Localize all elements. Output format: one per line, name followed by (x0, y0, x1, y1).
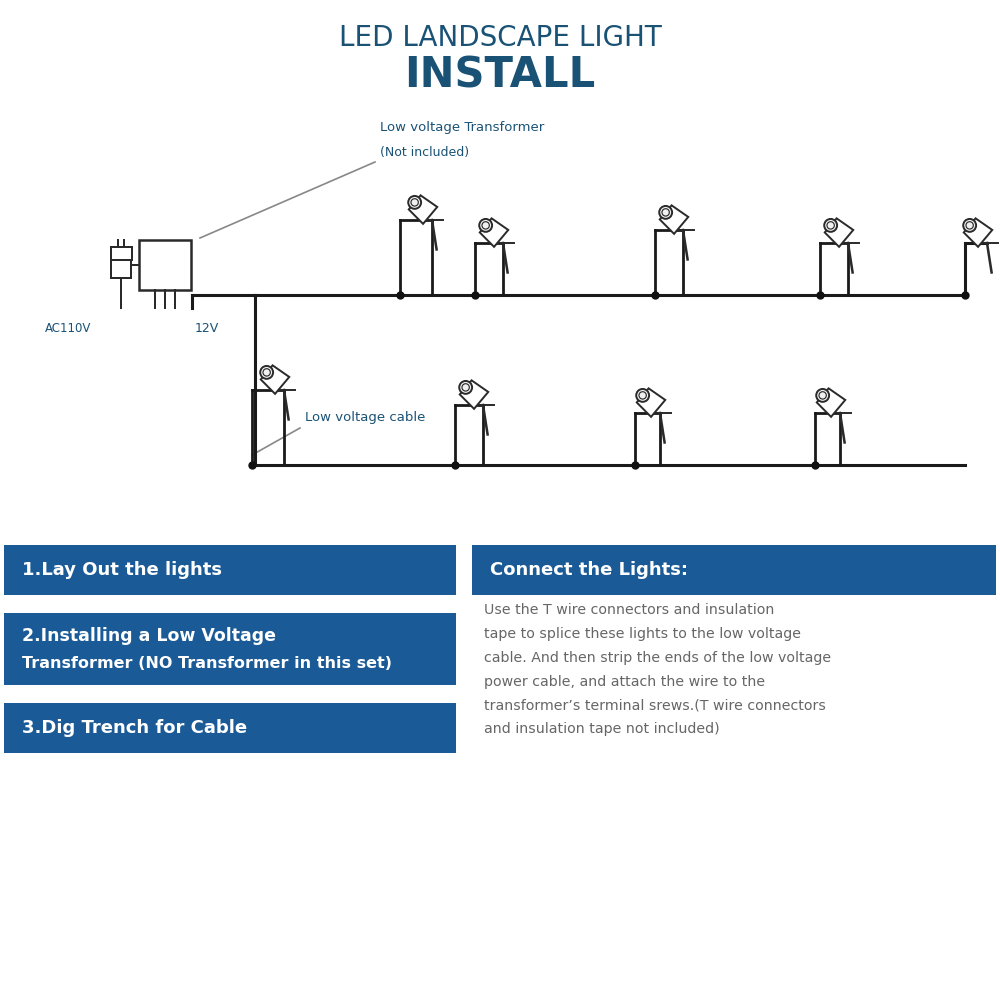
Text: LED LANDSCAPE LIGHT: LED LANDSCAPE LIGHT (339, 24, 661, 52)
Bar (4, 703, 456, 753)
Polygon shape (964, 218, 992, 247)
Text: Use the T wire connectors and insulation
tape to splice these lights to the low : Use the T wire connectors and insulation… (484, 603, 831, 736)
Text: AC110V: AC110V (45, 322, 91, 334)
Circle shape (479, 219, 492, 232)
Circle shape (816, 389, 829, 402)
Bar (139, 240, 191, 290)
Circle shape (659, 206, 672, 219)
Text: Connect the Lights:: Connect the Lights: (490, 561, 688, 579)
Circle shape (963, 219, 976, 232)
Polygon shape (825, 218, 853, 247)
Circle shape (636, 389, 649, 402)
Bar (110, 247, 132, 260)
Bar (472, 545, 996, 595)
Circle shape (824, 219, 837, 232)
Circle shape (260, 366, 273, 379)
Text: Low voltage Transformer: Low voltage Transformer (380, 121, 544, 134)
Polygon shape (637, 388, 665, 417)
Text: 1.Lay Out the lights: 1.Lay Out the lights (22, 561, 222, 579)
Polygon shape (817, 388, 845, 417)
Polygon shape (660, 205, 688, 234)
Text: INSTALL: INSTALL (404, 54, 596, 96)
Bar (4, 545, 456, 595)
Circle shape (408, 196, 421, 209)
Text: Low voltage cable: Low voltage cable (305, 412, 425, 424)
Bar (111, 252, 131, 278)
Text: 2.Installing a Low Voltage: 2.Installing a Low Voltage (22, 627, 276, 645)
Text: 3.Dig Trench for Cable: 3.Dig Trench for Cable (22, 719, 247, 737)
Polygon shape (409, 195, 437, 224)
Bar (4, 613, 456, 685)
Circle shape (459, 381, 472, 394)
Text: (Not included): (Not included) (380, 146, 469, 159)
Polygon shape (480, 218, 508, 247)
Polygon shape (261, 365, 289, 394)
Text: 12V: 12V (195, 322, 219, 334)
Polygon shape (460, 380, 488, 409)
Text: Transformer (NO Transformer in this set): Transformer (NO Transformer in this set) (22, 656, 392, 671)
